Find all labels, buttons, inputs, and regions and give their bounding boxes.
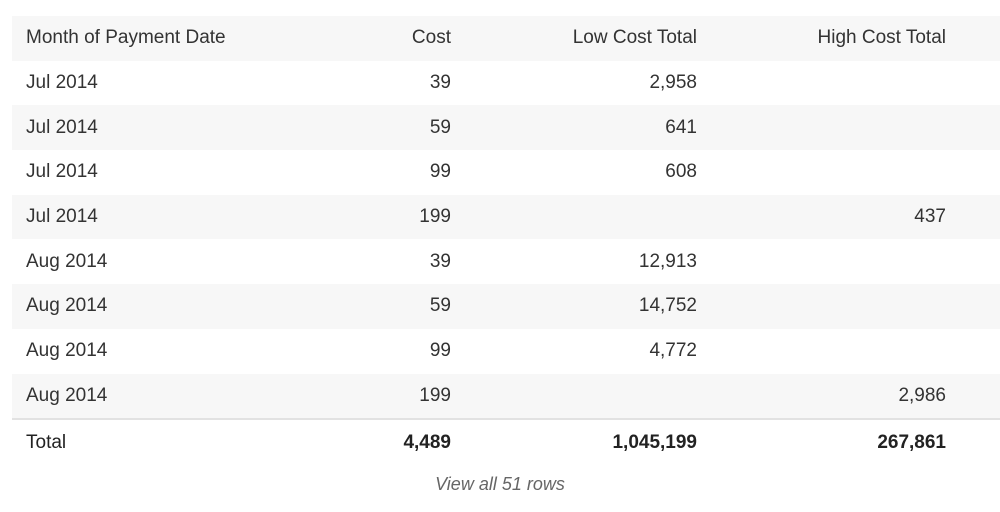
column-header-spacer	[946, 16, 1000, 61]
table-header-row: Month of Payment Date Cost Low Cost Tota…	[12, 16, 1000, 61]
cell-cost: 59	[429, 116, 451, 138]
cell-cost: 199	[419, 384, 451, 406]
cell-spacer	[946, 374, 1000, 420]
data-table-container: Month of Payment Date Cost Low Cost Tota…	[12, 16, 1000, 465]
cell-high-cost-total	[697, 105, 946, 150]
cell-spacer	[946, 239, 1000, 284]
cell-high-cost-total	[697, 150, 946, 195]
cell-cost: 39	[429, 250, 451, 272]
table-row: Aug 2014 99 4,772	[12, 328, 1000, 374]
cell-low-cost-total: 14,752	[638, 295, 697, 317]
table-row: Jul 2014 199 437	[12, 194, 1000, 240]
cell-low-cost-total: 2,958	[649, 72, 697, 94]
cell-spacer	[946, 284, 1000, 329]
cell-cost: 99	[429, 161, 451, 183]
table-row: Jul 2014 59 641	[12, 105, 1000, 151]
cell-high-cost-total	[697, 239, 946, 284]
cell-month: Jul 2014	[26, 161, 98, 183]
cell-month: Aug 2014	[26, 340, 108, 362]
cell-month: Jul 2014	[26, 72, 98, 94]
table-row: Aug 2014 59 14,752	[12, 284, 1000, 329]
cell-spacer	[946, 418, 1000, 465]
cell-cost: 99	[429, 340, 451, 362]
data-table: Month of Payment Date Cost Low Cost Tota…	[12, 16, 1000, 465]
table-row: Aug 2014 199 2,986	[12, 373, 1000, 420]
table-row: Aug 2014 39 12,913	[12, 239, 1000, 285]
cell-high-cost-total: 437	[914, 206, 946, 228]
view-all-rows-link[interactable]: View all 51 rows	[435, 474, 565, 494]
cell-month: Aug 2014	[26, 384, 108, 406]
cell-high-cost-total	[697, 329, 946, 374]
cell-low-cost-total	[451, 374, 697, 420]
column-header-cost[interactable]: Cost	[411, 27, 451, 49]
cell-high-cost-total	[697, 61, 946, 106]
cell-spacer	[946, 150, 1000, 195]
table-row: Jul 2014 99 608	[12, 150, 1000, 195]
cell-low-cost-total: 12,913	[638, 250, 697, 272]
cell-cost: 199	[419, 206, 451, 228]
cell-cost: 59	[429, 295, 451, 317]
cell-high-cost-total	[697, 284, 946, 329]
column-header-high-cost-total[interactable]: High Cost Total	[817, 27, 947, 49]
total-cost: 4,489	[266, 418, 451, 465]
cell-month: Jul 2014	[26, 116, 98, 138]
cell-high-cost-total: 2,986	[898, 384, 946, 406]
cell-cost: 39	[429, 72, 451, 94]
cell-low-cost-total	[451, 195, 697, 240]
cell-month: Aug 2014	[26, 295, 108, 317]
cell-spacer	[946, 105, 1000, 150]
total-low-cost: 1,045,199	[451, 418, 697, 465]
cell-spacer	[946, 329, 1000, 374]
column-header-low-cost-total[interactable]: Low Cost Total	[572, 27, 697, 49]
cell-low-cost-total: 4,772	[649, 340, 697, 362]
cell-low-cost-total: 641	[665, 116, 697, 138]
cell-month: Jul 2014	[26, 206, 98, 228]
cell-spacer	[946, 195, 1000, 240]
column-header-month[interactable]: Month of Payment Date	[26, 27, 226, 49]
table-row: Jul 2014 39 2,958	[12, 60, 1000, 106]
cell-low-cost-total: 608	[665, 161, 697, 183]
cell-month: Aug 2014	[26, 250, 108, 272]
cell-spacer	[946, 61, 1000, 106]
totals-row: Total 4,489 1,045,199 267,861	[12, 418, 1000, 465]
totals-label: Total	[12, 418, 266, 465]
total-high-cost: 267,861	[697, 418, 946, 465]
